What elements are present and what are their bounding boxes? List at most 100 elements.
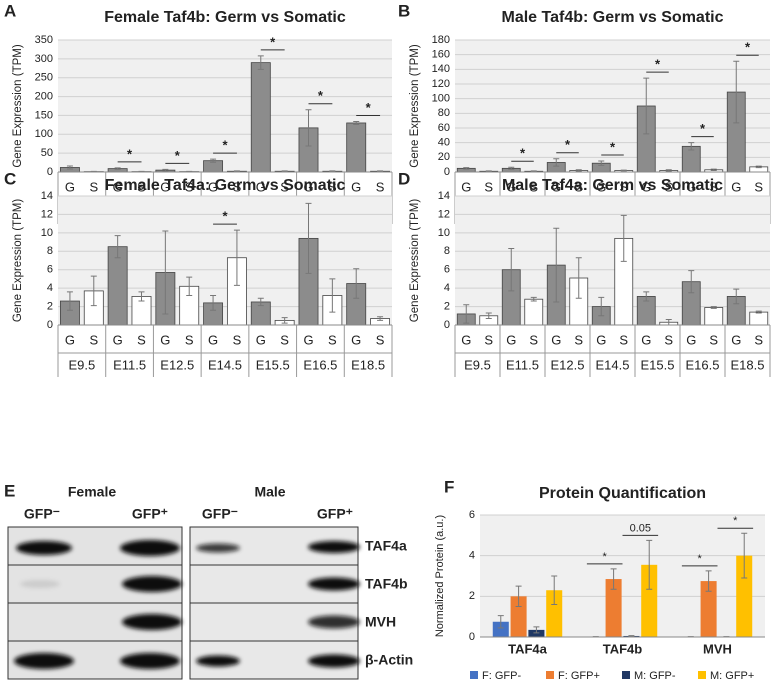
row-label: β-Actin: [365, 652, 413, 668]
x-tick-label: S: [328, 332, 337, 347]
y-axis-label: Gene Expression (TPM): [12, 199, 24, 323]
y-tick-label: 12: [41, 208, 53, 220]
y-tick-label: 4: [47, 282, 53, 294]
bar: [750, 312, 768, 325]
legend-swatch: [698, 671, 706, 679]
western-blot: E Female Male GFP⁻ GFP⁺ GFP⁻ GFP⁺ TAF4a …: [4, 481, 413, 679]
panel-letter: D: [398, 169, 410, 188]
x-tick-label: G: [351, 332, 361, 347]
x-tick-label: G: [113, 332, 123, 347]
legend-label: M: GFP+: [710, 670, 754, 682]
chart-title: Female Taf4a: Germ vs Somatic: [105, 177, 346, 194]
y-tick-label: 0: [444, 319, 450, 331]
x-tick-label: G: [160, 332, 170, 347]
y-tick-label: 180: [432, 34, 450, 46]
y-axis-label: Gene Expression (TPM): [12, 44, 24, 168]
x-tick-label: S: [137, 332, 146, 347]
y-tick-label: 8: [444, 245, 450, 257]
y-tick-label: 0: [47, 166, 53, 178]
x-tick-label: S: [664, 332, 673, 347]
y-axis-label: Normalized Protein (a.u.): [434, 515, 446, 637]
y-tick-label: 50: [41, 147, 53, 159]
significance-label: *: [698, 553, 703, 565]
y-tick-label: 20: [438, 151, 450, 163]
x-tick-label: G: [65, 332, 75, 347]
row-label: TAF4a: [365, 538, 407, 554]
error-bar: [621, 170, 627, 171]
y-tick-label: 4: [469, 550, 475, 562]
panel-letter: F: [444, 477, 454, 496]
x-tick-label: S: [376, 179, 385, 194]
y-tick-label: 10: [438, 227, 450, 239]
x-tick-label: G: [641, 332, 651, 347]
x-tick-label: S: [754, 179, 763, 194]
legend-label: F: GFP-: [482, 670, 521, 682]
y-tick-label: 120: [432, 78, 450, 90]
x-tick-label: G: [551, 332, 561, 347]
y-tick-label: 14: [438, 190, 450, 202]
legend-swatch: [546, 671, 554, 679]
x-tick-label: G: [731, 179, 741, 194]
x-tick-label: S: [754, 332, 763, 347]
x-tick-label: G: [303, 332, 313, 347]
x-tick-label: G: [351, 179, 361, 194]
y-tick-label: 2: [47, 300, 53, 312]
y-tick-label: 100: [35, 128, 53, 140]
legend-label: F: GFP+: [558, 670, 600, 682]
y-tick-label: 100: [432, 93, 450, 105]
lane-label: GFP⁺: [317, 506, 353, 522]
x-tick-label: S: [619, 332, 628, 347]
y-tick-label: 8: [47, 245, 53, 257]
y-tick-label: 4: [444, 282, 450, 294]
y-tick-label: 0: [444, 166, 450, 178]
significance-label: *: [733, 515, 738, 527]
group-label: E12.5: [551, 357, 585, 372]
y-tick-label: 2: [444, 300, 450, 312]
y-tick-label: 200: [35, 90, 53, 102]
group-label: E9.5: [68, 357, 95, 372]
y-tick-label: 80: [438, 107, 450, 119]
x-tick-label: G: [686, 332, 696, 347]
group-label: E18.5: [731, 357, 765, 372]
panel-letter: B: [398, 1, 410, 20]
legend-swatch: [470, 671, 478, 679]
bar: [251, 63, 270, 172]
x-tick-label: S: [484, 179, 493, 194]
legend-label: M: GFP-: [634, 670, 676, 682]
row-label: TAF4b: [365, 576, 408, 592]
y-tick-label: 250: [35, 72, 53, 84]
significance-label: *: [603, 551, 608, 563]
chart-title: Male Taf4b: Germ vs Somatic: [502, 9, 724, 26]
chart-title: Male Taf4a: Germ vs Somatic: [502, 177, 723, 194]
x-tick-label: G: [506, 332, 516, 347]
bar: [705, 307, 723, 325]
chart-title: Protein Quantification: [539, 485, 706, 502]
group-label: E14.5: [596, 357, 630, 372]
x-tick-label: MVH: [703, 641, 732, 656]
x-tick-label: S: [484, 332, 493, 347]
x-tick-label: S: [574, 332, 583, 347]
row-label: MVH: [365, 614, 396, 630]
group-label: Male: [254, 484, 285, 500]
y-tick-label: 350: [35, 34, 53, 46]
x-tick-label: TAF4b: [603, 641, 643, 656]
y-tick-label: 0: [469, 631, 475, 643]
bar: [108, 247, 127, 325]
x-tick-label: G: [461, 179, 471, 194]
y-tick-label: 10: [41, 227, 53, 239]
group-label: E11.5: [113, 357, 146, 372]
y-tick-label: 6: [469, 509, 475, 521]
significance-label: 0.05: [630, 522, 651, 534]
y-tick-label: 12: [438, 208, 450, 220]
group-label: E12.5: [160, 357, 194, 372]
panel-letter: A: [4, 1, 16, 20]
lane-label: GFP⁻: [202, 506, 238, 522]
panel-letter: E: [4, 481, 15, 500]
y-tick-label: 140: [432, 63, 450, 75]
x-tick-label: S: [280, 332, 289, 347]
x-tick-label: S: [89, 332, 98, 347]
group-label: Female: [68, 484, 116, 500]
x-tick-label: TAF4a: [508, 641, 548, 656]
lane-label: GFP⁺: [132, 506, 168, 522]
